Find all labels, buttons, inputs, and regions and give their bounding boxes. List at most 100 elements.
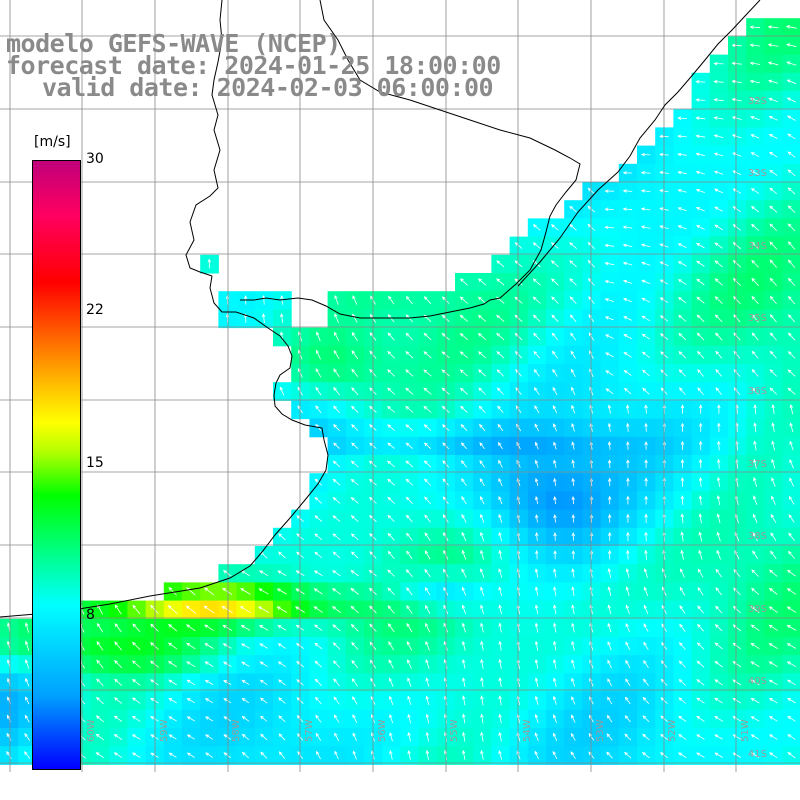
wind-arrow <box>787 697 796 704</box>
wind-arrow <box>185 605 197 614</box>
wind-arrow <box>387 605 395 614</box>
wind-arrow <box>770 513 777 523</box>
wind-arrow <box>769 169 778 176</box>
wind-arrow <box>788 314 796 323</box>
wind-arrow <box>535 549 539 560</box>
wind-arrow <box>333 714 340 723</box>
wind-arrow <box>695 152 706 157</box>
wind-arrow <box>625 586 630 597</box>
wind-arrow <box>241 733 250 741</box>
wind-arrow <box>186 716 195 722</box>
colorbar-tick: 15 <box>86 455 104 471</box>
wind-arrow <box>389 695 394 705</box>
wind-arrow <box>607 495 612 505</box>
wind-arrow <box>25 677 30 687</box>
wind-arrow <box>351 677 358 687</box>
wind-arrow <box>604 189 615 193</box>
wind-arrow <box>333 405 340 414</box>
wind-arrow <box>625 568 630 578</box>
wind-arrow <box>607 567 612 578</box>
wind-arrow <box>789 459 794 469</box>
wind-arrow <box>332 533 341 541</box>
lon-label: 56W <box>377 719 388 742</box>
wind-arrow <box>571 404 576 414</box>
wind-arrow <box>477 296 487 304</box>
wind-arrow <box>425 622 431 633</box>
wind-arrow <box>533 350 541 359</box>
wind-arrow <box>334 732 340 742</box>
wind-arrow <box>641 333 651 340</box>
wind-arrow <box>731 116 742 120</box>
wind-arrow <box>387 514 395 523</box>
wind-arrow <box>132 660 141 668</box>
wind-arrow <box>514 278 523 286</box>
wind-arrow <box>626 513 630 523</box>
wind-arrow <box>713 170 724 175</box>
wind-arrow <box>552 714 557 723</box>
wind-arrow <box>696 242 705 249</box>
wind-arrow <box>132 641 141 651</box>
wind-arrow <box>425 713 430 724</box>
wind-arrow <box>480 750 484 760</box>
wind-arrow <box>714 697 724 704</box>
wind-arrow <box>749 25 761 29</box>
wind-arrow <box>350 460 359 468</box>
wind-arrow <box>314 660 323 668</box>
wind-arrow <box>333 368 340 378</box>
wind-arrow <box>25 640 30 651</box>
wind-arrow <box>680 422 685 432</box>
wind-arrow <box>425 677 430 687</box>
wind-arrow <box>751 569 759 577</box>
wind-arrow <box>478 387 486 395</box>
wind-arrow <box>787 259 796 268</box>
wind-arrow <box>425 749 430 760</box>
wind-arrow <box>607 477 612 487</box>
wind-arrow <box>534 423 540 432</box>
wind-arrow <box>425 659 430 669</box>
wind-arrow <box>641 279 651 285</box>
wind-arrow <box>696 314 705 323</box>
wind-arrow <box>553 441 557 450</box>
wind-arrow <box>114 641 123 651</box>
wind-arrow <box>534 622 539 633</box>
wind-arrow <box>750 697 760 704</box>
wind-arrow <box>697 368 704 377</box>
wind-arrow <box>204 661 214 667</box>
wind-arrow <box>697 568 704 578</box>
wind-arrow <box>241 679 250 686</box>
wind-arrow <box>569 205 577 213</box>
wind-arrow <box>571 677 576 687</box>
wind-speed-cell <box>782 491 800 511</box>
wind-arrow <box>553 459 557 468</box>
wind-arrow <box>714 278 723 286</box>
wind-arrow <box>333 424 340 431</box>
wind-arrow <box>750 734 760 740</box>
wind-arrow <box>207 258 211 269</box>
wind-arrow <box>623 316 632 321</box>
wind-arrow <box>640 152 651 157</box>
wind-arrow <box>716 531 721 542</box>
wind-arrow <box>532 242 541 249</box>
wind-arrow <box>477 278 487 286</box>
wind-arrow <box>553 532 557 541</box>
wind-arrow <box>680 495 685 505</box>
wind-arrow <box>751 259 759 268</box>
wind-arrow <box>96 696 104 705</box>
wind-arrow <box>605 370 614 376</box>
wind-arrow <box>532 278 541 286</box>
wind-arrow <box>534 604 539 615</box>
colorbar-tick: 22 <box>86 302 104 318</box>
wind-arrow <box>260 733 268 741</box>
wind-arrow <box>389 750 393 760</box>
wind-arrow <box>750 606 760 614</box>
wind-arrow <box>352 750 357 760</box>
wind-arrow <box>641 369 650 377</box>
wind-speed-cell <box>782 527 800 547</box>
wind-arrow <box>204 643 214 649</box>
wind-arrow <box>769 332 777 341</box>
wind-arrow <box>698 531 703 542</box>
lon-label: 59W <box>159 719 170 742</box>
lat-label: 39S <box>747 604 767 615</box>
wind-speed-cell <box>782 728 800 747</box>
wind-arrow <box>787 569 796 577</box>
